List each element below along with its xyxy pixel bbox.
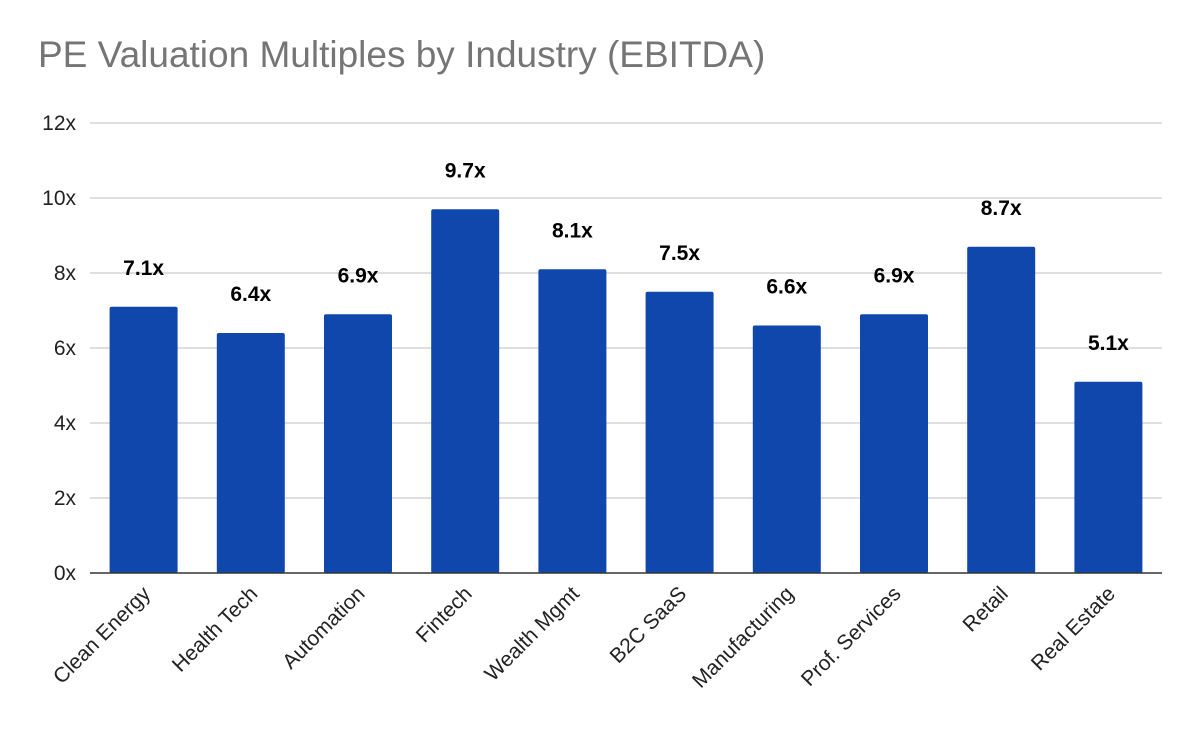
- y-tick-label: 0x: [54, 562, 77, 585]
- y-tick-label: 6x: [54, 337, 77, 360]
- data-label: 6.9x: [874, 264, 915, 287]
- data-label: 5.1x: [1088, 332, 1129, 355]
- x-category-label: Manufacturing: [688, 582, 798, 692]
- x-category-label: Real Estate: [1027, 582, 1120, 675]
- bar: [431, 209, 500, 573]
- x-category-label: Retail: [958, 582, 1012, 636]
- y-axis-tick-labels: 0x 2x 4x 6x 8x 10x 12x: [42, 112, 76, 585]
- bar: [216, 333, 285, 573]
- y-tick-label: 10x: [42, 187, 76, 210]
- bar: [538, 269, 607, 573]
- bar: [860, 314, 928, 573]
- data-label: 8.1x: [552, 219, 593, 242]
- data-label: 8.7x: [981, 197, 1022, 220]
- data-label: 9.7x: [445, 159, 486, 182]
- data-label: 6.6x: [766, 276, 807, 299]
- data-label: 7.1x: [123, 257, 164, 280]
- y-tick-label: 12x: [42, 112, 76, 135]
- bar: [109, 306, 178, 573]
- bar: [752, 325, 821, 573]
- bar: [1074, 381, 1143, 573]
- bars: [109, 209, 1143, 573]
- x-category-label: Prof. Services: [797, 582, 906, 691]
- x-category-label: B2C SaaS: [606, 582, 692, 668]
- y-tick-label: 2x: [54, 487, 77, 510]
- x-category-label: Wealth Mgmt: [480, 582, 584, 686]
- y-tick-label: 8x: [54, 262, 77, 285]
- chart-title: PE Valuation Multiples by Industry (EBIT…: [38, 34, 766, 75]
- x-category-label: Clean Energy: [49, 582, 156, 689]
- bar: [324, 314, 392, 573]
- data-label: 7.5x: [659, 242, 700, 265]
- x-category-label: Fintech: [412, 582, 477, 647]
- data-label: 6.9x: [338, 264, 379, 287]
- y-tick-label: 4x: [54, 412, 77, 435]
- data-labels: 7.1x 6.4x 6.9x 9.7x 8.1x 7.5x 6.6x 6.9x 8.7x 5.1x: [123, 159, 1129, 355]
- x-category-label: Health Tech: [168, 582, 262, 676]
- data-label: 6.4x: [230, 283, 271, 306]
- x-axis-category-labels: Clean Energy Health Tech Automation Fintech…: [49, 582, 1120, 693]
- x-category-label: Automation: [278, 582, 369, 673]
- bar: [645, 291, 714, 573]
- bar: [967, 246, 1036, 573]
